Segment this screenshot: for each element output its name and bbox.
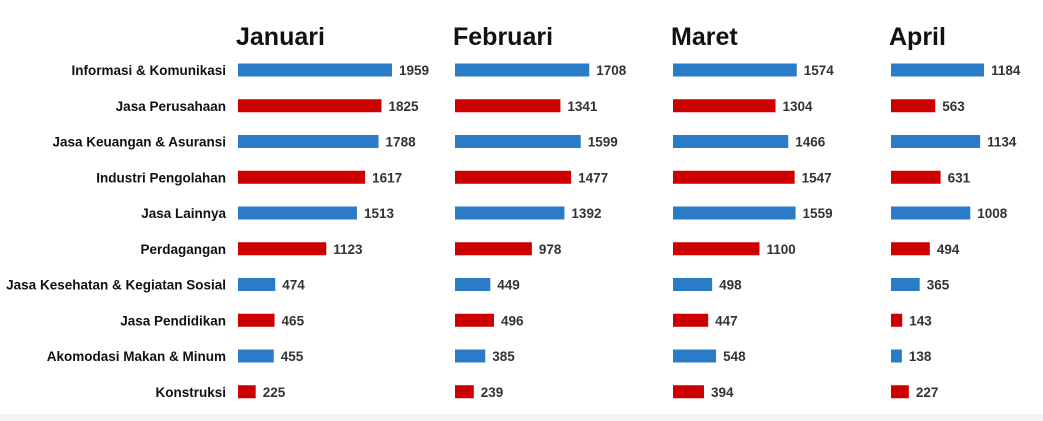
data-label: 1184 [991, 63, 1021, 78]
bar [238, 206, 357, 220]
bar [673, 206, 796, 220]
bar [455, 313, 494, 327]
category-label: Jasa Perusahaan [116, 99, 226, 114]
data-label: 1617 [372, 170, 402, 185]
category-label: Jasa Lainnya [141, 206, 226, 221]
data-label: 239 [481, 385, 504, 400]
data-label: 563 [942, 99, 965, 114]
bar [891, 278, 920, 291]
data-label: 1341 [567, 99, 598, 114]
data-label: 1008 [977, 206, 1008, 221]
data-label: 494 [937, 242, 960, 257]
data-label: 449 [497, 278, 520, 293]
data-label: 143 [909, 313, 932, 328]
bar [673, 349, 717, 363]
category-label: Jasa Pendidikan [120, 313, 226, 328]
data-label: 1708 [596, 63, 627, 78]
bar [238, 135, 379, 148]
bar [891, 63, 985, 77]
bar [238, 242, 327, 256]
category-label: Perdagangan [140, 242, 226, 257]
bar [891, 170, 941, 184]
bar [673, 385, 704, 399]
data-label: 465 [282, 313, 305, 328]
bar [238, 385, 256, 399]
bar [673, 170, 795, 184]
data-label: 225 [263, 385, 286, 400]
bar [673, 278, 713, 291]
data-label: 1547 [802, 170, 832, 185]
category-label: Informasi & Komunikasi [71, 63, 226, 78]
bar [455, 206, 565, 220]
bar [673, 135, 789, 148]
bar [673, 99, 776, 113]
bar [455, 278, 491, 291]
data-label: 1123 [333, 242, 363, 257]
data-label: 365 [927, 278, 950, 293]
bar [455, 385, 474, 399]
data-label: 385 [492, 349, 515, 364]
data-label: 496 [501, 313, 524, 328]
bar [891, 313, 903, 327]
bar [891, 135, 981, 148]
data-label: 498 [719, 278, 742, 293]
data-label: 1959 [399, 63, 429, 78]
bar [455, 63, 590, 77]
data-label: 227 [916, 385, 939, 400]
bar [673, 63, 797, 77]
data-label: 548 [723, 349, 746, 364]
data-label: 1825 [388, 99, 419, 114]
bar [238, 313, 275, 327]
category-label: Konstruksi [155, 385, 226, 400]
panel-title: Maret [671, 23, 738, 51]
panel-title: April [889, 23, 946, 51]
bar [673, 242, 760, 256]
bar [891, 385, 909, 399]
panel-title: Februari [453, 23, 553, 51]
category-label: Jasa Kesehatan & Kegiatan Sosial [6, 278, 226, 293]
data-label: 1304 [783, 99, 814, 114]
bar [238, 99, 382, 113]
data-label: 631 [948, 170, 971, 185]
data-label: 474 [282, 278, 305, 293]
data-label: 1134 [987, 135, 1017, 150]
category-label: Akomodasi Makan & Minum [47, 349, 226, 364]
data-label: 1100 [766, 242, 795, 257]
bar [238, 349, 274, 363]
data-label: 394 [711, 385, 734, 400]
data-label: 1466 [795, 135, 826, 150]
bar [455, 242, 532, 256]
data-label: 455 [281, 349, 304, 364]
bar [891, 242, 930, 256]
bar [455, 349, 486, 363]
data-label: 1574 [804, 63, 835, 78]
bar [455, 99, 561, 113]
bar [891, 206, 971, 220]
category-label: Industri Pengolahan [96, 170, 226, 185]
bar [238, 63, 392, 77]
category-label: Jasa Keuangan & Asuransi [52, 135, 226, 150]
data-label: 1788 [386, 135, 417, 150]
bar [455, 170, 572, 184]
data-label: 1599 [588, 135, 618, 150]
bar [238, 170, 366, 184]
bottom-divider [0, 414, 1043, 421]
data-label: 447 [715, 313, 738, 328]
data-label: 978 [539, 242, 562, 257]
bar [891, 349, 902, 363]
data-label: 1513 [364, 206, 395, 221]
bar [673, 313, 709, 327]
panel-title: Januari [236, 23, 325, 51]
bar [238, 278, 276, 291]
data-label: 1559 [803, 206, 833, 221]
data-label: 1477 [578, 170, 608, 185]
data-label: 1392 [571, 206, 601, 221]
bar [891, 99, 936, 113]
bar [455, 135, 581, 148]
data-label: 138 [909, 349, 932, 364]
